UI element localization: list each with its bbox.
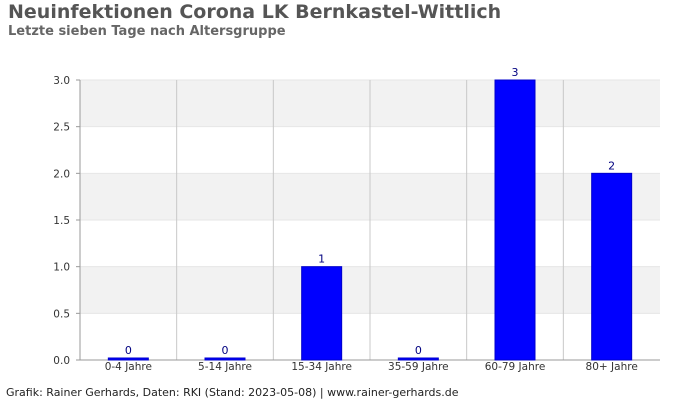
chart-title: Neuinfektionen Corona LK Bernkastel-Witt… (8, 1, 502, 23)
bar (204, 357, 246, 361)
y-tick-label: 2.0 (53, 168, 70, 180)
x-tick-label: 35-59 Jahre (388, 361, 449, 373)
x-tick-label: 60-79 Jahre (485, 361, 546, 373)
x-tick-label: 15-34 Jahre (291, 361, 352, 373)
x-tick-label: 5-14 Jahre (198, 361, 252, 373)
chart-subtitle: Letzte sieben Tage nach Altersgruppe (8, 24, 286, 39)
x-axis-ticks: 0-4 Jahre 5-14 Jahre 15-34 Jahre 35-59 Jahr… (105, 361, 638, 373)
y-tick-label: 1.0 (53, 262, 70, 274)
x-tick-label: 80+ Jahre (586, 361, 638, 373)
bar (397, 357, 439, 361)
y-tick-label: 2.5 (53, 122, 70, 134)
data-labels: 0 0 1 0 3 2 (125, 66, 615, 357)
y-tick-label: 0.5 (53, 308, 70, 320)
data-label: 2 (608, 159, 615, 172)
data-label: 0 (125, 344, 132, 357)
bar (107, 357, 149, 361)
x-tick-label: 0-4 Jahre (105, 361, 152, 373)
bar (494, 79, 536, 361)
y-tick-label: 1.5 (53, 215, 70, 227)
data-label: 3 (512, 66, 519, 79)
bars (107, 79, 633, 361)
y-tick-label: 3.0 (53, 75, 70, 87)
data-label: 1 (318, 253, 325, 266)
bar (301, 266, 343, 361)
data-label: 0 (415, 344, 422, 357)
data-label: 0 (222, 344, 229, 357)
source-credit: Grafik: Rainer Gerhards, Daten: RKI (Sta… (6, 386, 459, 399)
y-axis-ticks: 0.0 0.5 1.0 1.5 2.0 2.5 3.0 (53, 75, 80, 367)
bar (591, 172, 633, 361)
y-tick-label: 0.0 (53, 355, 70, 367)
